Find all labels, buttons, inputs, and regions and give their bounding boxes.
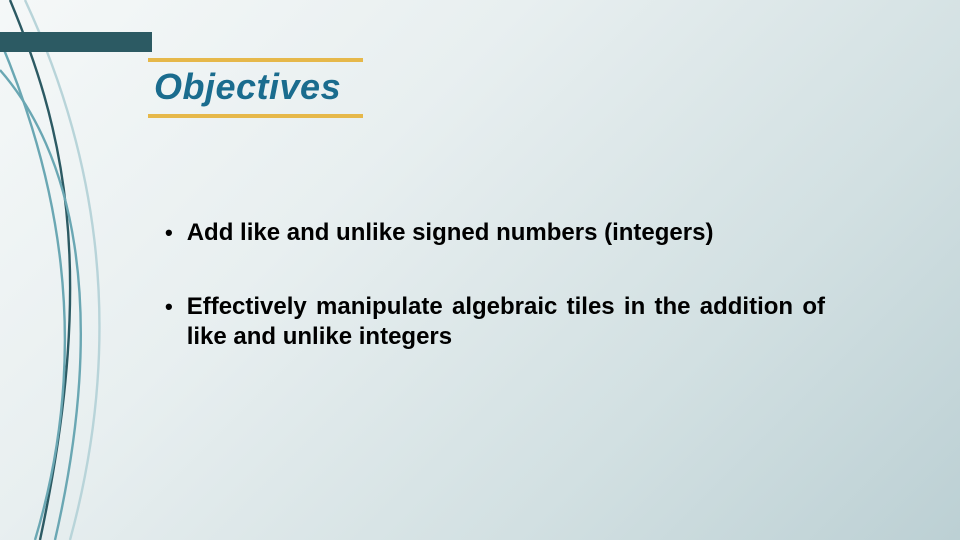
- bullet-text: Effectively manipulate algebraic tiles i…: [187, 292, 825, 352]
- slide: Objectives • Add like and unlike signed …: [0, 0, 960, 540]
- title-rule-bottom: [148, 114, 363, 118]
- bullet-list: • Add like and unlike signed numbers (in…: [165, 218, 825, 396]
- bullet-icon: •: [165, 218, 173, 248]
- list-item: • Add like and unlike signed numbers (in…: [165, 218, 825, 248]
- list-item: • Effectively manipulate algebraic tiles…: [165, 292, 825, 352]
- slide-title: Objectives: [148, 62, 363, 114]
- bullet-text: Add like and unlike signed numbers (inte…: [187, 218, 825, 248]
- accent-bar: [0, 32, 152, 52]
- title-block: Objectives: [148, 58, 363, 118]
- bullet-icon: •: [165, 292, 173, 322]
